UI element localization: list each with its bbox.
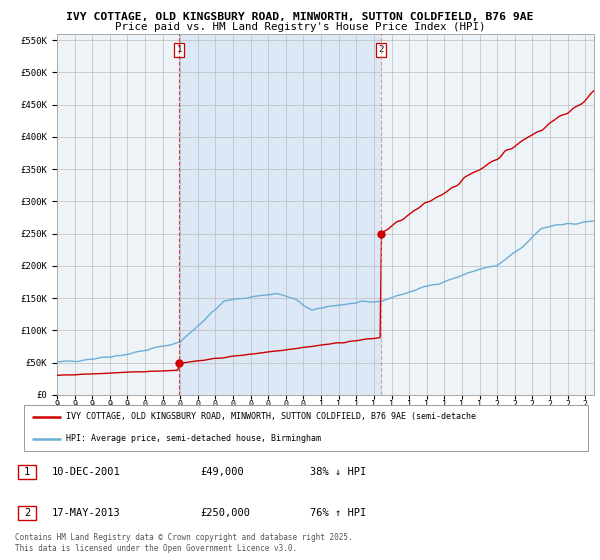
Text: 38% ↓ HPI: 38% ↓ HPI: [310, 466, 366, 477]
Text: Price paid vs. HM Land Registry's House Price Index (HPI): Price paid vs. HM Land Registry's House …: [115, 22, 485, 32]
Text: IVY COTTAGE, OLD KINGSBURY ROAD, MINWORTH, SUTTON COLDFIELD, B76 9AE: IVY COTTAGE, OLD KINGSBURY ROAD, MINWORT…: [66, 12, 534, 22]
Text: 2: 2: [24, 508, 30, 518]
Text: 2: 2: [378, 45, 383, 54]
Bar: [18, 465, 36, 479]
Bar: [18, 506, 36, 520]
Text: £250,000: £250,000: [200, 508, 250, 518]
Text: 10-DEC-2001: 10-DEC-2001: [52, 466, 121, 477]
Text: 17-MAY-2013: 17-MAY-2013: [52, 508, 121, 518]
Text: IVY COTTAGE, OLD KINGSBURY ROAD, MINWORTH, SUTTON COLDFIELD, B76 9AE (semi-detac: IVY COTTAGE, OLD KINGSBURY ROAD, MINWORT…: [66, 412, 476, 421]
Text: 76% ↑ HPI: 76% ↑ HPI: [310, 508, 366, 518]
Text: Contains HM Land Registry data © Crown copyright and database right 2025.
This d: Contains HM Land Registry data © Crown c…: [15, 533, 353, 553]
Bar: [179, 34, 380, 395]
Text: 1: 1: [176, 45, 182, 54]
Text: HPI: Average price, semi-detached house, Birmingham: HPI: Average price, semi-detached house,…: [66, 435, 322, 444]
Text: 1: 1: [24, 466, 30, 477]
Text: £49,000: £49,000: [200, 466, 244, 477]
